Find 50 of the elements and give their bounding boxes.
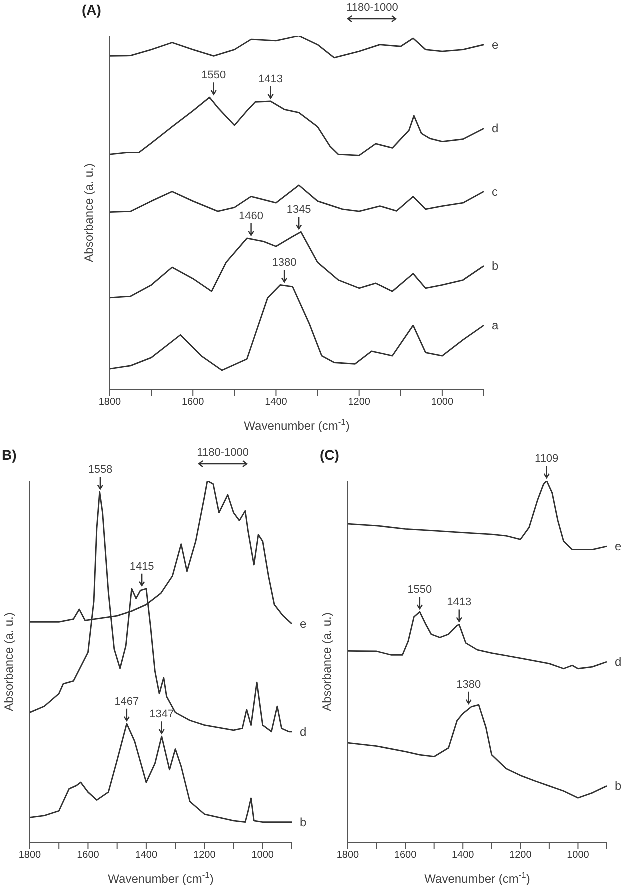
- x-tick-label: 1400: [265, 397, 288, 408]
- annotation: 1550: [408, 584, 432, 596]
- x-tick-label: 1000: [431, 397, 454, 408]
- chart-title: (C): [320, 447, 340, 463]
- x-axis-title: Wavenumber (cm$^{-1}$): [108, 870, 214, 886]
- annotation: 1460: [239, 210, 264, 222]
- annotation: 1347: [150, 708, 174, 721]
- series-label: d: [300, 724, 307, 739]
- x-tick-label: 1600: [394, 850, 418, 862]
- series-label: e: [300, 616, 307, 631]
- series-label: e: [615, 540, 622, 554]
- series-label: b: [492, 259, 499, 274]
- x-tick-label: 1600: [77, 850, 100, 862]
- x-tick-label: 1800: [98, 397, 122, 408]
- annotation: 1413: [258, 73, 284, 86]
- series-label: b: [300, 815, 307, 830]
- annotation: 1467: [114, 696, 140, 708]
- x-tick-label: 1200: [510, 850, 532, 862]
- x-tick-label: 1000: [252, 850, 274, 862]
- series-label: d: [492, 122, 499, 136]
- x-tick-label: 1800: [18, 850, 42, 862]
- chart-title: B): [2, 447, 17, 463]
- series-label: a: [492, 318, 499, 333]
- series-label: c: [492, 184, 498, 199]
- x-tick-label: 1400: [135, 850, 158, 862]
- annotation: 1380: [456, 678, 482, 691]
- x-tick-label: 1800: [336, 850, 360, 862]
- series-label: b: [615, 779, 622, 794]
- annotation: 1558: [88, 464, 113, 476]
- chart-title: (A): [82, 2, 102, 18]
- series-label: d: [615, 655, 622, 669]
- x-tick-label: 1400: [452, 850, 475, 862]
- x-tick-label: 1000: [567, 850, 590, 862]
- text: 1180-1000: [346, 2, 398, 14]
- x-axis-title: Wavenumber (cm$^{-1}$): [424, 870, 530, 886]
- annotation: 1345: [286, 204, 312, 216]
- x-tick-label: 1200: [348, 397, 371, 408]
- x-tick-label: 1600: [182, 397, 205, 408]
- x-tick-label: 1200: [194, 850, 216, 862]
- annotation: 1413: [447, 596, 472, 609]
- y-axis-title: Absorbance (a. u.): [82, 164, 96, 262]
- series-label: e: [492, 38, 499, 52]
- y-axis-title: Absorbance (a. u.): [2, 612, 16, 712]
- annotation: 1380: [272, 257, 297, 270]
- annotation: 1550: [202, 70, 226, 82]
- annotation: 1415: [130, 560, 154, 573]
- y-axis-title: Absorbance (a. u.): [320, 612, 334, 712]
- x-axis-title: Wavenumber (cm$^{-1}$): [244, 417, 350, 433]
- text: 1180-1000: [197, 447, 249, 459]
- annotation: 1109: [535, 453, 559, 465]
